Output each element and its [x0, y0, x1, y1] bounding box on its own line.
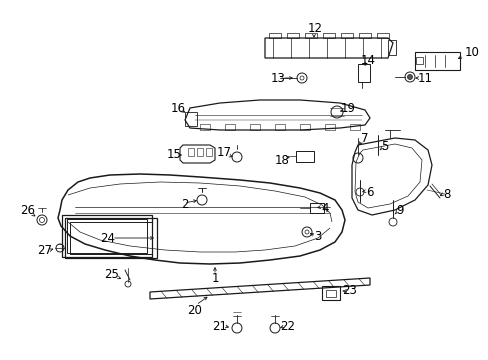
Bar — [357, 64, 369, 82]
Bar — [70, 222, 152, 254]
Bar — [299, 124, 309, 130]
Text: 16: 16 — [170, 102, 185, 114]
Circle shape — [407, 75, 412, 80]
Bar — [249, 124, 260, 130]
Text: 24: 24 — [101, 231, 115, 244]
Text: 7: 7 — [361, 131, 368, 144]
Text: 20: 20 — [187, 303, 202, 316]
Bar — [309, 203, 324, 213]
Text: 21: 21 — [212, 320, 227, 333]
Bar — [200, 124, 209, 130]
Text: 18: 18 — [274, 153, 289, 166]
Bar — [274, 124, 285, 130]
Text: 22: 22 — [280, 320, 295, 333]
Bar — [358, 33, 370, 38]
Bar — [323, 33, 334, 38]
Bar — [67, 219, 147, 253]
Bar — [376, 33, 388, 38]
Bar — [414, 52, 459, 70]
Bar — [197, 148, 203, 156]
Bar — [62, 215, 152, 257]
Bar — [295, 151, 313, 162]
Text: 12: 12 — [307, 22, 322, 35]
Text: 15: 15 — [166, 148, 181, 162]
Bar — [65, 218, 157, 258]
Bar — [415, 57, 422, 64]
Bar — [184, 112, 197, 126]
Text: 27: 27 — [38, 243, 52, 256]
Text: 26: 26 — [20, 203, 36, 216]
Text: 8: 8 — [443, 189, 450, 202]
Bar — [286, 33, 298, 38]
Text: 1: 1 — [211, 271, 218, 284]
Text: 23: 23 — [342, 284, 357, 297]
Bar — [305, 33, 316, 38]
Text: 3: 3 — [314, 230, 321, 243]
Text: 14: 14 — [360, 54, 375, 67]
Text: 17: 17 — [216, 147, 231, 159]
Bar — [325, 290, 335, 297]
Bar — [321, 286, 339, 300]
Text: 19: 19 — [340, 102, 355, 114]
Text: 13: 13 — [270, 72, 285, 85]
Bar — [387, 40, 395, 55]
Bar — [340, 33, 352, 38]
Bar — [325, 124, 334, 130]
Text: 11: 11 — [417, 72, 431, 85]
Bar — [268, 33, 281, 38]
Text: 6: 6 — [366, 185, 373, 198]
Text: 9: 9 — [395, 203, 403, 216]
Bar — [187, 148, 194, 156]
Text: 4: 4 — [321, 202, 328, 215]
Text: 2: 2 — [181, 198, 188, 211]
Bar — [349, 124, 359, 130]
Bar — [205, 148, 212, 156]
Bar — [224, 124, 235, 130]
Text: 5: 5 — [381, 139, 388, 153]
Text: 10: 10 — [464, 45, 478, 58]
Text: 25: 25 — [104, 269, 119, 282]
